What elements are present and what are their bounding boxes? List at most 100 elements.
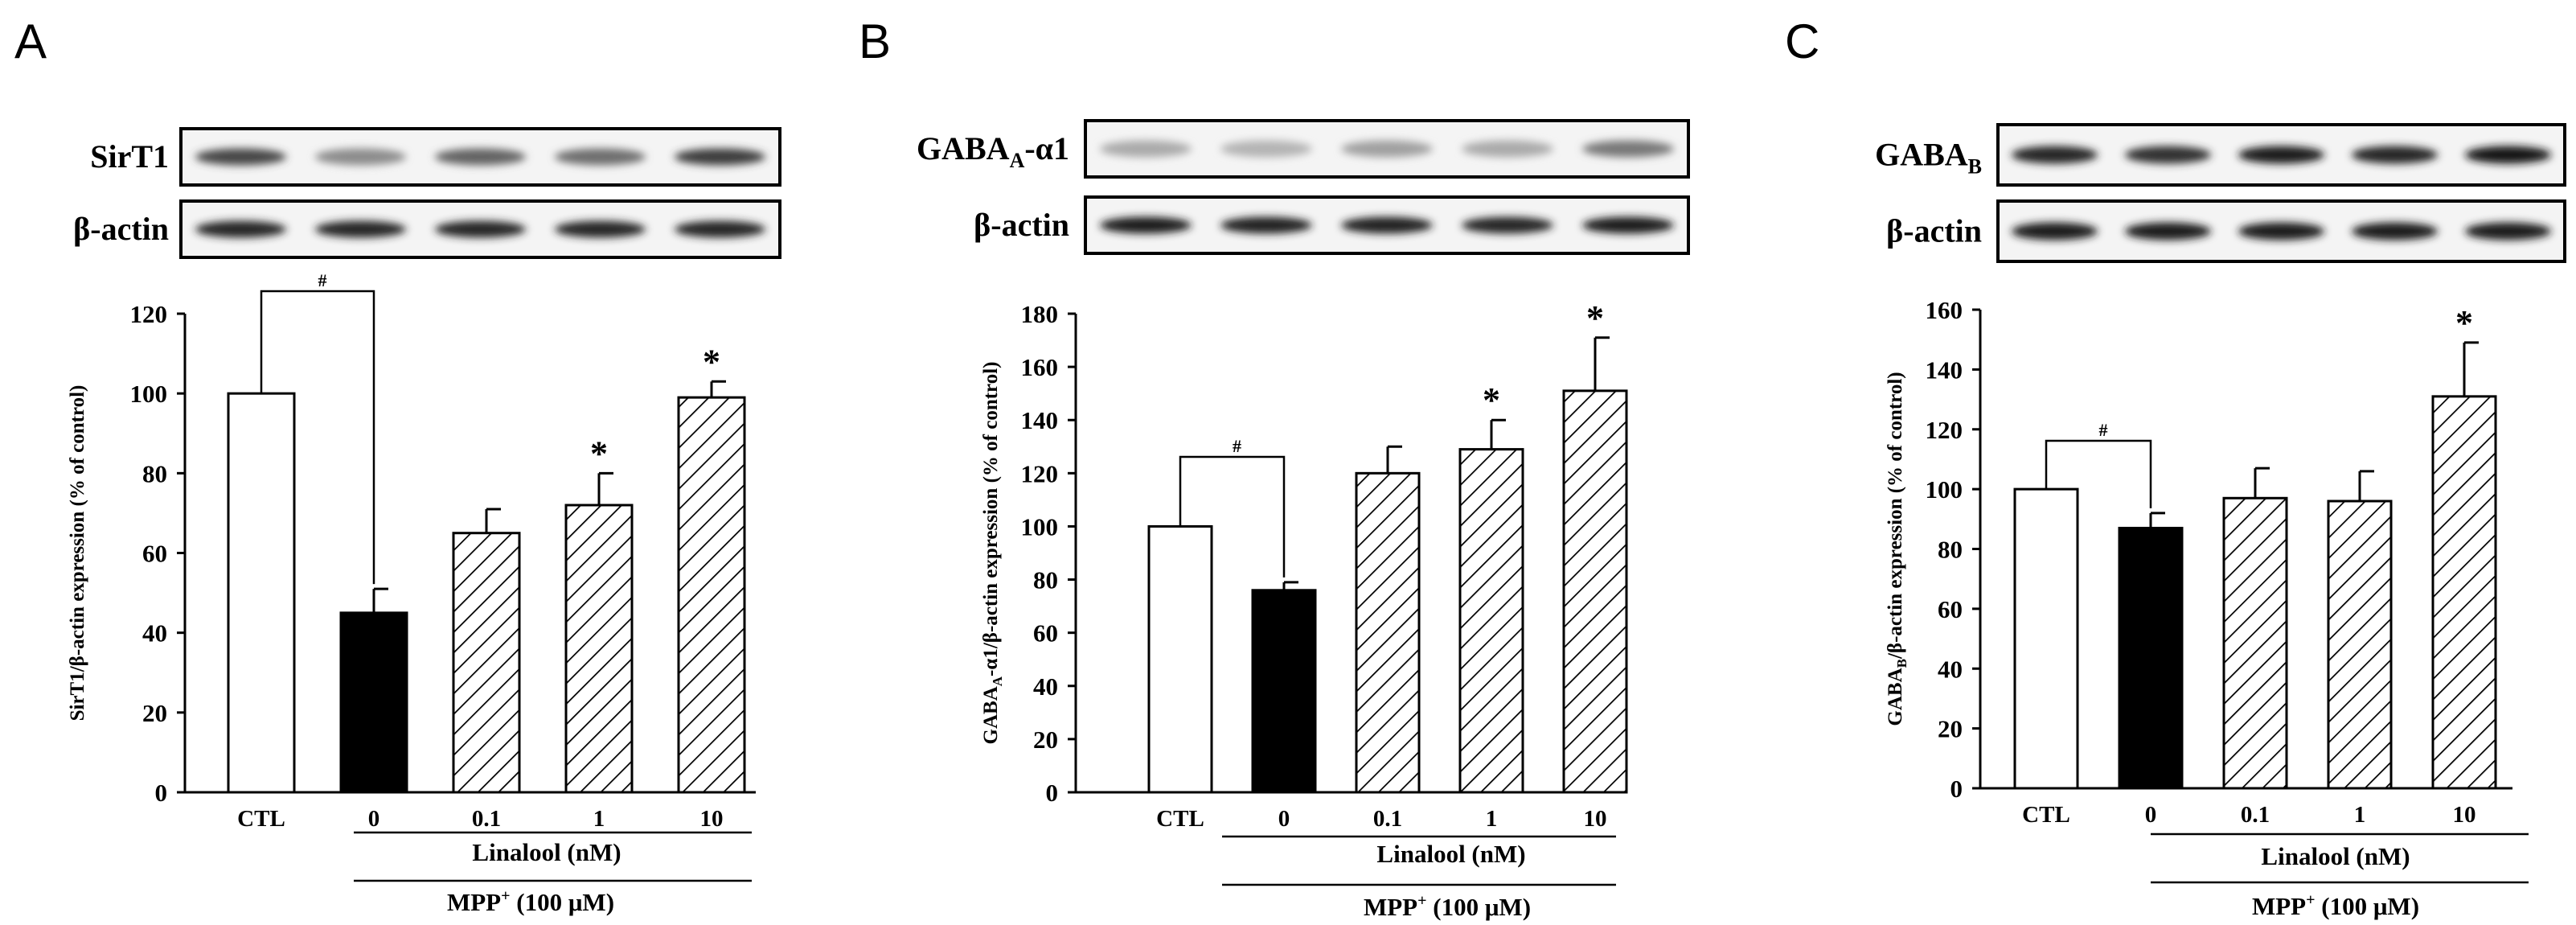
y-tick-label: 20 [1033, 726, 1058, 754]
x-tick-label: 1 [1486, 806, 1498, 832]
y-tick-label: 40 [1938, 655, 1963, 683]
bar-10 [677, 396, 746, 794]
blot-band [1582, 140, 1674, 158]
y-tick-label: 20 [142, 699, 167, 727]
blot-band [2124, 146, 2212, 164]
blot-band [2011, 146, 2098, 164]
x-tick-label: 10 [1584, 806, 1607, 832]
panel-b: BGABAA-α1β-actin020406080100120140160180… [859, 14, 1690, 921]
y-tick-label: 100 [130, 380, 168, 408]
bar-CTL [1147, 524, 1213, 794]
blot-band [674, 220, 766, 238]
y-tick-label: 120 [1926, 416, 1963, 444]
panel-letter: C [1785, 14, 1819, 68]
treatment-label: MPP+ (100 μM) [1364, 892, 1531, 921]
bar-1 [2327, 500, 2393, 790]
blot-band [314, 148, 407, 166]
y-axis-label: SirT1/β-actin expression (% of control) [67, 385, 88, 722]
blot-band [1341, 216, 1433, 234]
blot-band [2464, 146, 2552, 164]
y-axis-label: GABAA-α1/β-actin expression (% of contro… [980, 362, 1005, 745]
blot-band [2464, 222, 2552, 240]
bar-1 [1458, 448, 1524, 794]
blot-band [195, 220, 287, 238]
x-tick-label: 0.1 [472, 806, 501, 832]
bar-chart: 020406080100120140160180GABAA-α1/β-actin… [980, 298, 1628, 921]
bar-0.1 [1355, 471, 1421, 794]
significance-mark: * [1483, 380, 1500, 420]
blot-actin: β-actin [974, 195, 1690, 255]
significance-mark: * [703, 342, 720, 381]
group-label: Linalool (nM) [2261, 842, 2410, 870]
panel-a: ASirT1β-actin020406080100120SirT1/β-acti… [14, 14, 781, 916]
blot-band [1462, 216, 1553, 234]
y-tick-label: 80 [142, 459, 167, 487]
significance-mark: * [1586, 298, 1604, 338]
bracket-label: # [318, 270, 327, 290]
blot-band [434, 148, 527, 166]
blot-band [1462, 140, 1553, 158]
blot-band [195, 148, 287, 166]
blot-band [2351, 146, 2439, 164]
bracket-label: # [1233, 436, 1241, 456]
blot-band [1582, 216, 1674, 234]
blot-band [554, 148, 646, 166]
x-tick-label: 0 [1278, 806, 1290, 832]
blot-band [2011, 222, 2098, 240]
x-tick-label: 1 [2354, 802, 2366, 828]
blot-actin: β-actin [1886, 199, 2566, 263]
y-tick-label: 20 [1938, 715, 1963, 743]
x-tick-label: 10 [700, 806, 724, 832]
y-tick-label: 140 [1021, 406, 1059, 434]
y-tick-label: 60 [1938, 595, 1963, 623]
bar-0 [339, 611, 408, 794]
blot-band [554, 220, 646, 238]
y-tick-label: 60 [1033, 619, 1058, 648]
treatment-label: MPP+ (100 μM) [2252, 891, 2419, 920]
blot-band [1100, 140, 1192, 158]
blot-band [1220, 140, 1312, 158]
y-tick-label: 80 [1938, 536, 1963, 564]
group-label: Linalool (nM) [472, 838, 621, 866]
blot-label: GABAB [1875, 137, 1982, 179]
x-tick-label: 10 [2453, 802, 2476, 828]
y-tick-label: 100 [1926, 475, 1963, 504]
comparison-bracket [260, 290, 375, 585]
blot-target: GABAA-α1 [917, 119, 1690, 179]
significance-mark: * [2455, 303, 2473, 343]
panel-letter: B [859, 14, 891, 68]
blot-label: β-actin [974, 207, 1069, 243]
bar-1 [564, 504, 634, 794]
blot-band [434, 220, 527, 238]
blot-target: GABAB [1875, 123, 2566, 187]
blot-actin: β-actin [73, 199, 781, 259]
blot-label: β-actin [1886, 213, 1982, 249]
x-tick-label: 0 [368, 806, 380, 832]
x-tick-label: 0.1 [1373, 806, 1402, 832]
y-tick-label: 100 [1021, 512, 1059, 541]
blot-band [2124, 222, 2212, 240]
blot-label: β-actin [73, 211, 169, 247]
x-tick-label: CTL [1156, 806, 1204, 832]
blot-band [1220, 216, 1312, 234]
y-tick-label: 140 [1926, 356, 1963, 384]
blot-label: SirT1 [90, 138, 169, 175]
blot-band [2238, 222, 2325, 240]
blot-band [2351, 222, 2439, 240]
bar-0.1 [2222, 496, 2288, 790]
y-tick-label: 180 [1021, 300, 1059, 328]
bar-10 [1562, 389, 1628, 794]
bar-0.1 [452, 532, 521, 794]
bar-10 [2431, 395, 2497, 790]
y-tick-label: 0 [1950, 775, 1963, 803]
y-tick-label: 160 [1926, 296, 1963, 324]
blot-band [2238, 146, 2325, 164]
blot-band [674, 148, 766, 166]
y-tick-label: 120 [130, 300, 168, 328]
x-tick-label: 0 [2145, 802, 2157, 828]
bracket-label: # [2099, 420, 2108, 440]
x-tick-label: 1 [593, 806, 605, 832]
